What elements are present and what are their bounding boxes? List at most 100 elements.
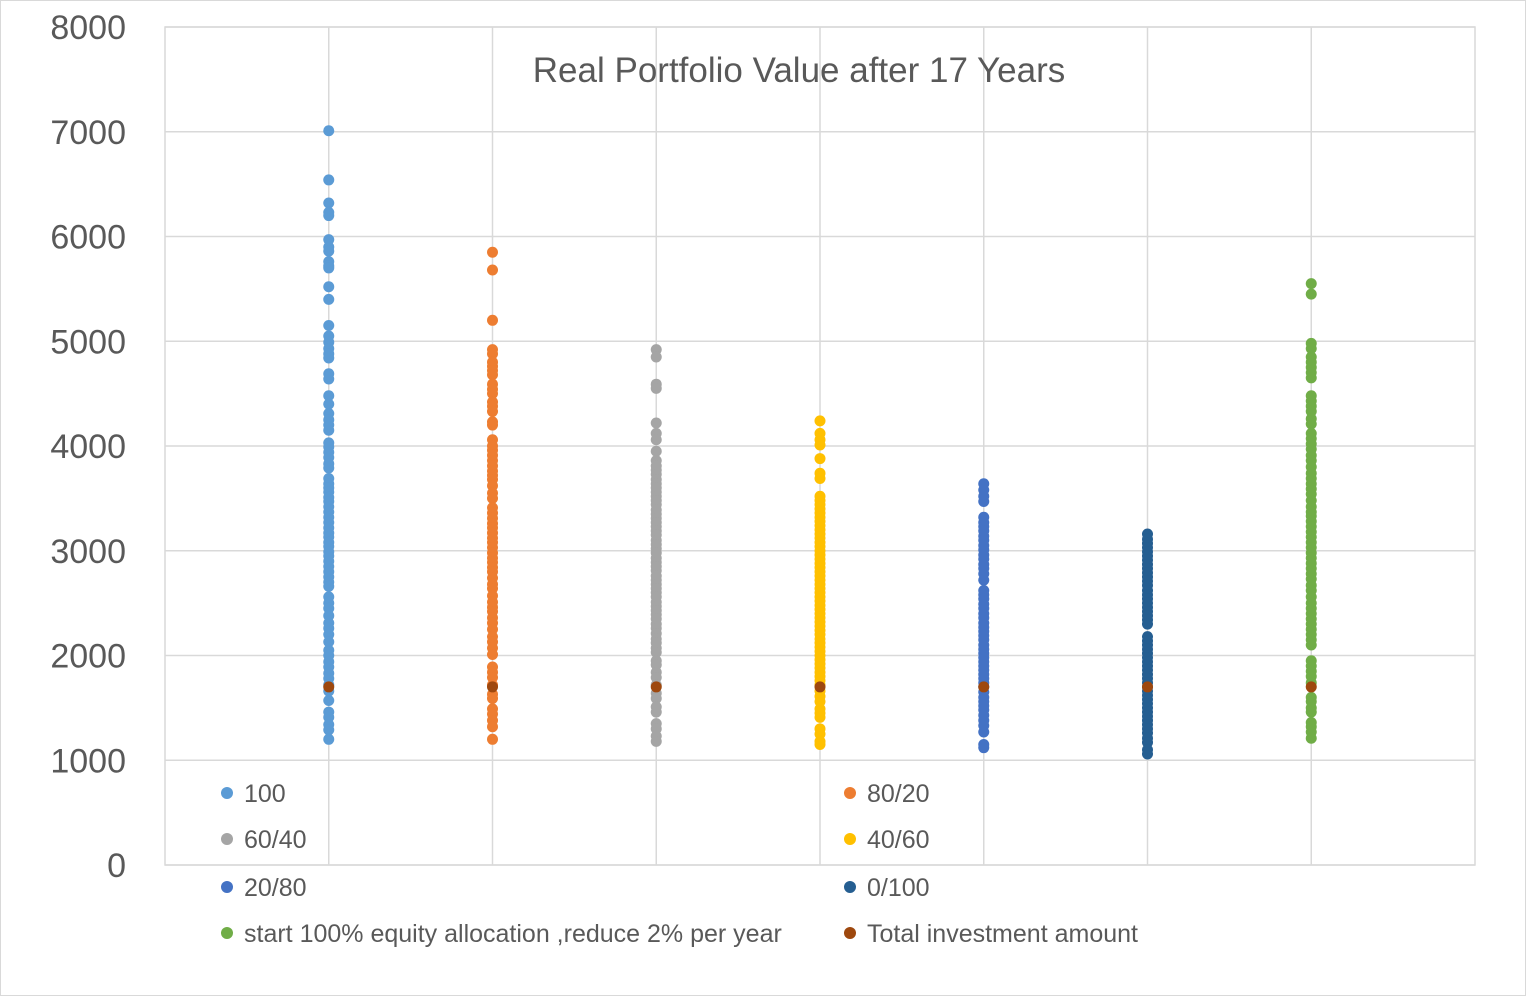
y-tick-labels: 0 1000 2000 3000 4000 5000 6000 7000 8000 [50,9,126,885]
data-point [650,351,662,363]
data-point [814,415,826,427]
data-point [323,245,335,257]
data-point [323,174,335,186]
series-7 [1305,278,1317,744]
data-point [487,721,498,733]
data-point [487,648,498,660]
data-points [323,125,1317,760]
legend-marker [844,881,856,893]
data-point [487,314,498,326]
legend-item: Total investment amount [844,920,1138,948]
data-point [487,419,498,431]
data-point [487,692,498,704]
data-point [323,281,335,293]
data-point [1305,372,1317,384]
data-point [650,382,662,394]
legend-marker [221,881,233,893]
data-point [978,726,990,738]
series-8 [323,681,1317,693]
data-point [814,739,826,751]
legend-marker [221,833,233,845]
data-point [1142,681,1153,693]
data-point [323,681,335,693]
data-point [978,742,990,754]
series-1 [323,125,335,745]
data-point [323,580,335,592]
legend-label: 20/80 [244,874,307,902]
data-point [487,348,498,360]
data-point [650,706,662,718]
data-point [1305,732,1317,744]
data-point [650,692,662,704]
data-point [323,462,335,474]
legend-label: start 100% equity allocation ,reduce 2% … [244,920,782,948]
series-2 [487,246,498,745]
series-5 [978,478,990,754]
data-point [978,574,990,586]
data-point [323,210,335,222]
data-point [323,197,335,209]
legend-item: 40/60 [844,826,930,854]
data-point [650,646,662,658]
data-point [323,262,335,274]
legend-label: Total investment amount [867,920,1138,948]
y-tick-label: 4000 [50,428,126,466]
data-point [487,264,498,276]
data-point [1305,639,1317,651]
data-point [1305,418,1317,430]
y-tick-label: 3000 [50,533,126,571]
data-point [650,417,662,429]
data-point [1305,278,1317,290]
data-point [1305,706,1317,718]
legend-item: 100 [221,780,286,808]
data-point [1305,681,1317,693]
data-point [814,439,826,451]
y-tick-label: 2000 [50,638,126,676]
data-point [978,496,990,508]
data-point [323,293,335,305]
data-point [650,445,662,457]
legend-label: 100 [244,780,286,808]
data-point [650,434,662,446]
y-tick-label: 7000 [50,114,126,152]
legend: 100 80/20 60/40 40/60 20/80 0/100 start 100% e… [221,780,1138,948]
data-point [323,695,335,707]
legend-label: 80/20 [867,780,930,808]
y-tick-label: 5000 [50,323,126,361]
data-point [487,405,498,417]
data-point [323,352,335,364]
data-point [487,492,498,504]
data-point [487,681,498,693]
data-point [323,724,335,736]
y-tick-label: 6000 [50,219,126,257]
data-point [1305,343,1317,355]
legend-item: 80/20 [844,780,930,808]
data-point [323,733,335,745]
legend-item: 20/80 [221,874,307,902]
data-point [487,369,498,381]
data-point [487,246,498,258]
legend-item: start 100% equity allocation ,reduce 2% … [221,920,782,948]
legend-marker [221,787,233,799]
data-point [814,472,826,484]
series-4 [814,415,826,751]
chart-title: Real Portfolio Value after 17 Years [533,51,1065,90]
data-point [814,453,826,465]
y-tick-label: 8000 [50,9,126,47]
legend-marker [844,833,856,845]
data-point [650,735,662,747]
legend-label: 60/40 [244,826,307,854]
legend-marker [221,927,233,939]
data-point [323,320,335,332]
data-point [323,390,335,402]
legend-marker [844,787,856,799]
y-tick-label: 1000 [50,742,126,780]
legend-item: 60/40 [221,826,307,854]
legend-item: 0/100 [844,874,930,902]
y-tick-label: 0 [107,847,126,885]
data-point [323,424,335,436]
series-6 [1142,528,1153,760]
data-point [323,398,335,410]
